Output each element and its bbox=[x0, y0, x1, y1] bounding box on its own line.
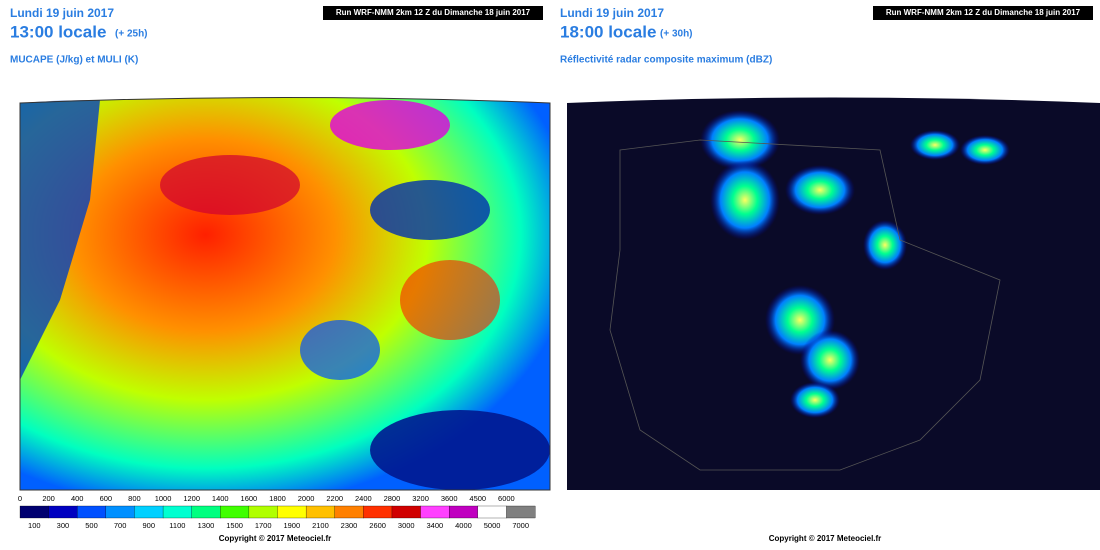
scale-swatch bbox=[363, 505, 393, 519]
scale-swatch bbox=[420, 505, 450, 519]
scale-bottom-label: 1300 bbox=[198, 521, 215, 530]
run-info: Run WRF-NMM 2km 12 Z du Dimanche 18 juin… bbox=[336, 8, 531, 17]
scale-top-label: 2200 bbox=[326, 494, 343, 503]
lead-time: (+ 30h) bbox=[660, 29, 693, 40]
scale-top-label: 2800 bbox=[384, 494, 401, 503]
scale-swatch bbox=[305, 505, 336, 519]
scale-bottom-label: 4000 bbox=[455, 521, 472, 530]
scale-swatch bbox=[105, 505, 135, 519]
scale-swatch bbox=[77, 505, 107, 519]
scale-swatch bbox=[334, 505, 364, 519]
scale-swatch bbox=[162, 505, 193, 519]
scale-swatch bbox=[248, 505, 278, 519]
scale-top-label: 400 bbox=[71, 494, 84, 503]
cape-map bbox=[19, 97, 551, 491]
scale-top-label: 1600 bbox=[241, 494, 258, 503]
scale-top-label: 1400 bbox=[212, 494, 229, 503]
scale-bottom-label: 100 bbox=[28, 521, 41, 530]
scale-bottom-label: 1500 bbox=[226, 521, 243, 530]
scale-top-label: 0 bbox=[18, 494, 22, 503]
scale-bottom-label: 300 bbox=[57, 521, 70, 530]
scale-bottom-label: 500 bbox=[85, 521, 98, 530]
scale-bottom-label: 5000 bbox=[484, 521, 501, 530]
date: Lundi 19 juin 2017 bbox=[560, 6, 664, 20]
run-info: Run WRF-NMM 2km 12 Z du Dimanche 18 juin… bbox=[886, 8, 1081, 17]
time: 13:00 locale bbox=[10, 22, 106, 41]
scale-swatch bbox=[220, 505, 250, 519]
scale-top-label: 6000 bbox=[498, 494, 515, 503]
scale-swatch bbox=[391, 505, 422, 519]
scale-swatch bbox=[134, 505, 164, 519]
scale-bottom-label: 3400 bbox=[427, 521, 444, 530]
scale-swatch bbox=[449, 505, 479, 519]
scale-swatch bbox=[477, 505, 507, 519]
scale-top-label: 3600 bbox=[441, 494, 458, 503]
scale-swatch bbox=[191, 505, 221, 519]
scale-top-label: 200 bbox=[42, 494, 55, 503]
field-title: MUCAPE (J/kg) et MULI (K) bbox=[10, 55, 138, 66]
scale-swatch bbox=[277, 505, 307, 519]
scale-bottom-label: 3000 bbox=[398, 521, 415, 530]
date: Lundi 19 juin 2017 bbox=[10, 6, 114, 20]
scale-top-label: 1200 bbox=[183, 494, 200, 503]
scale-bottom-label: 1700 bbox=[255, 521, 272, 530]
scale-top-label: 1000 bbox=[155, 494, 172, 503]
copyright: Copyright © 2017 Meteociel.fr bbox=[769, 534, 882, 543]
scale-bottom-label: 1900 bbox=[283, 521, 300, 530]
scale-top-label: 800 bbox=[128, 494, 141, 503]
scale-bottom-label: 2100 bbox=[312, 521, 329, 530]
radar-map bbox=[567, 97, 1100, 490]
scale-bottom-label: 7000 bbox=[512, 521, 529, 530]
lead-time: (+ 25h) bbox=[115, 29, 148, 40]
scale-top-label: 2000 bbox=[298, 494, 315, 503]
scale-swatch bbox=[19, 505, 50, 519]
time: 18:00 locale bbox=[560, 22, 656, 41]
scale-top-label: 4500 bbox=[469, 494, 486, 503]
scale-top-label: 600 bbox=[100, 494, 113, 503]
scale-bottom-label: 700 bbox=[114, 521, 127, 530]
scale-bottom-label: 900 bbox=[142, 521, 155, 530]
scale-top-label: 3200 bbox=[412, 494, 429, 503]
run-banner bbox=[873, 6, 1093, 20]
scale-swatch bbox=[506, 505, 536, 519]
scale-bottom-label: 2600 bbox=[369, 521, 386, 530]
scale-top-label: 2400 bbox=[355, 494, 372, 503]
scale-top-label: 1800 bbox=[269, 494, 286, 503]
field-title: Réflectivité radar composite maximum (dB… bbox=[560, 55, 772, 66]
scale-bottom-label: 2300 bbox=[341, 521, 358, 530]
scale-bottom-label: 1100 bbox=[169, 521, 185, 530]
scale-swatch bbox=[48, 505, 78, 519]
copyright: Copyright © 2017 Meteociel.fr bbox=[219, 534, 332, 543]
run-banner bbox=[323, 6, 543, 20]
